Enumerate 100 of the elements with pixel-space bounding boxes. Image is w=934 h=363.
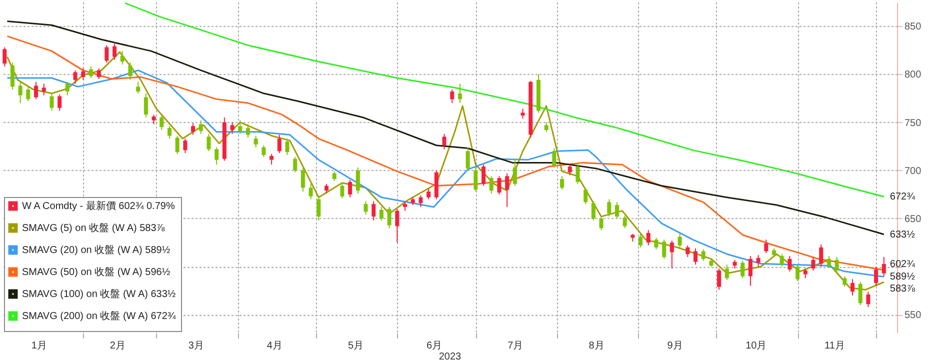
y-tick-label: 550 (904, 310, 922, 322)
x-tick-label: 1月 (31, 340, 47, 352)
candlestick (497, 176, 502, 195)
x-tick-label: 3月 (188, 340, 204, 352)
candlestick (780, 254, 784, 268)
candlestick (144, 92, 148, 118)
candlestick (638, 233, 643, 248)
candlestick (372, 200, 376, 221)
y-tick-label: 700 (904, 166, 922, 177)
candlestick (803, 268, 808, 279)
candlestick (340, 183, 344, 199)
candlestick (614, 202, 619, 219)
candlestick (882, 256, 886, 277)
candlestick (717, 268, 722, 290)
x-tick-label: 7月 (508, 340, 524, 352)
candlestick (34, 81, 38, 100)
candlestick (65, 81, 70, 96)
candlestick (50, 92, 54, 112)
candlestick (73, 70, 78, 84)
candlestick (206, 133, 211, 152)
candlestick (230, 122, 234, 134)
x-tick-label: 6月 (426, 340, 442, 352)
candlestick (379, 206, 384, 221)
x-tick-label: 4月 (266, 340, 282, 352)
candlestick (834, 256, 839, 273)
y-tick-label: 650 (904, 214, 922, 225)
candlestick (466, 146, 470, 171)
candlestick (246, 124, 250, 138)
candlestick (160, 115, 164, 130)
candlestick (748, 256, 752, 286)
candlestick (552, 148, 556, 168)
legend-label: SMAVG (200) on 收盤 (W A) 672¾ (22, 310, 176, 322)
candlestick (584, 187, 588, 205)
candlestick (81, 68, 86, 80)
candlestick (262, 144, 266, 158)
annotation: 672¾ (890, 192, 916, 203)
candlestick (104, 44, 109, 64)
x-tick-label: 9月 (667, 340, 683, 352)
candlestick (450, 89, 454, 104)
legend-label: W A Comdty - 最新價 602¾ 0.79% (22, 200, 175, 212)
candlestick (277, 134, 282, 154)
candlestick (662, 239, 666, 260)
candlestick (796, 264, 800, 282)
candlestick (442, 133, 446, 150)
candlestick (520, 108, 525, 119)
x-tick-label: 2月 (110, 340, 126, 352)
candlestick (764, 239, 768, 254)
y-tick-label: 800 (904, 70, 922, 81)
candlestick (568, 164, 572, 176)
candlestick (474, 167, 478, 192)
candlestick (58, 94, 62, 112)
annotation: 633½ (890, 229, 916, 240)
candlestick (285, 138, 290, 156)
candlestick (418, 194, 423, 208)
candlestick (214, 146, 219, 166)
candlestick (387, 206, 392, 229)
candlestick (10, 62, 14, 90)
candlestick (167, 126, 172, 140)
candlestick (152, 114, 156, 125)
candlestick (819, 244, 824, 268)
candlestick (858, 282, 862, 306)
candlestick (756, 254, 760, 268)
annotation: 589½ (890, 272, 916, 283)
candlestick (426, 188, 431, 200)
candlestick (120, 50, 124, 66)
x-axis-title: 2023 (438, 352, 462, 362)
candlestick (175, 135, 180, 155)
candlestick (646, 230, 650, 246)
candlestick (348, 180, 352, 198)
line-series (124, 2, 885, 198)
annotation: 583⅞ (890, 284, 916, 295)
candlestick (482, 164, 486, 186)
candlestick (364, 200, 368, 216)
candlestick (740, 260, 745, 279)
candlestick (788, 256, 792, 272)
legend-label: SMAVG (5) on 收盤 (W A) 583⅞ (22, 222, 166, 234)
y-tick-label: 850 (904, 22, 922, 33)
candlestick (42, 83, 46, 96)
candlestick (18, 81, 22, 104)
candlestick (88, 66, 93, 79)
candlestick (512, 158, 517, 186)
x-tick-label: 8月 (588, 340, 604, 352)
legend-label: SMAVG (100) on 收盤 (W A) 633½ (22, 288, 176, 300)
candlestick (198, 120, 203, 134)
candlestick (270, 154, 274, 166)
candlestick (96, 68, 101, 80)
candlestick (591, 200, 596, 221)
candlestick (850, 278, 855, 296)
candlestick (324, 183, 329, 194)
candlestick (191, 122, 196, 136)
candlestick (842, 276, 847, 288)
candlestick (316, 196, 321, 221)
candlestick (693, 248, 698, 266)
candlestick (293, 156, 298, 173)
candlestick (686, 244, 690, 258)
candlestick (505, 172, 510, 208)
y-tick-label: 750 (904, 118, 922, 129)
candlestick (544, 122, 548, 132)
candlestick (136, 81, 140, 94)
legend-label: SMAVG (20) on 收盤 (W A) 589½ (22, 244, 171, 256)
